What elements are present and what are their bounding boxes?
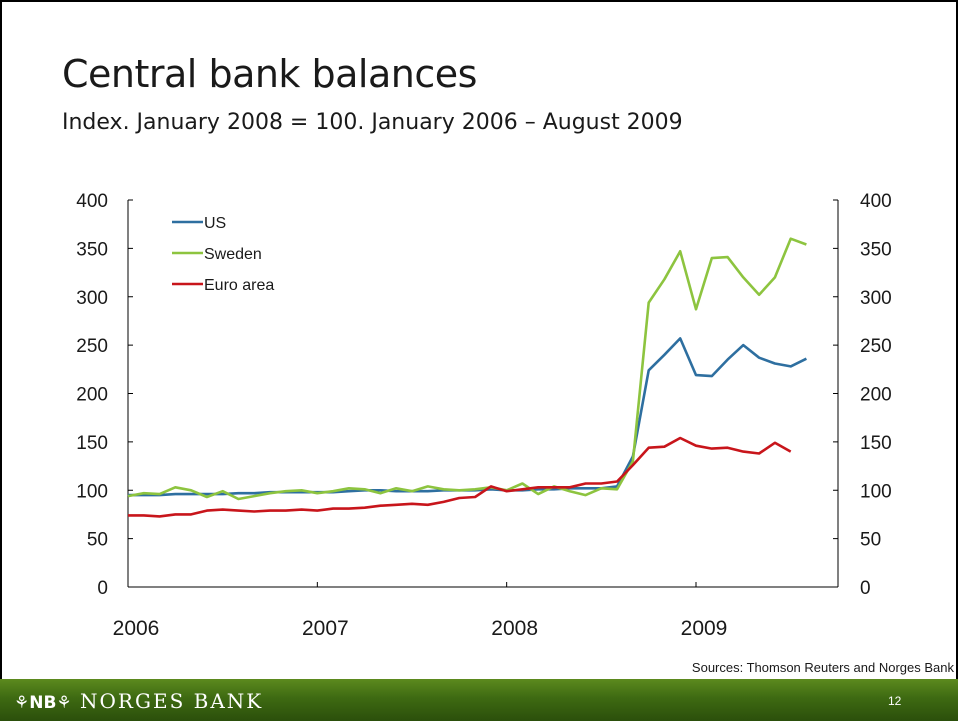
slide-title: Central bank balances bbox=[62, 52, 477, 96]
x-tick-label: 2009 bbox=[681, 617, 728, 640]
chart-legend: US Sweden Euro area bbox=[172, 215, 274, 294]
slide-subtitle: Index. January 2008 = 100. January 2006 … bbox=[62, 110, 683, 135]
legend-label-us: US bbox=[204, 215, 226, 232]
x-tick-label: 2008 bbox=[491, 617, 538, 640]
y-tick-label-left: 200 bbox=[76, 385, 108, 406]
y-tick-label-right: 200 bbox=[860, 385, 892, 406]
legend-label-sweden: Sweden bbox=[204, 246, 262, 263]
line-chart: 0 0 50 50 100 100 150 150 200 200 250 250 300 300 350 3… bbox=[76, 191, 891, 640]
y-tick-label-right: 100 bbox=[860, 481, 892, 502]
y-tick-label-left: 150 bbox=[76, 433, 108, 454]
logo-mark: ⚘NB⚘ bbox=[14, 693, 72, 713]
series-line-us bbox=[128, 337, 807, 497]
x-tick-label: 2007 bbox=[302, 617, 349, 640]
y-tick-label-left: 100 bbox=[76, 481, 108, 502]
y-tick-label-left: 50 bbox=[87, 530, 108, 551]
y-tick-label-right: 300 bbox=[860, 288, 892, 309]
y-tick-label-left: 300 bbox=[76, 288, 108, 309]
legend-label-euro-area: Euro area bbox=[204, 277, 274, 294]
y-tick-label-left: 400 bbox=[76, 191, 108, 212]
logo-text: NORGES BANK bbox=[80, 689, 264, 713]
y-tick-label-right: 400 bbox=[860, 191, 892, 212]
series-line-sweden bbox=[127, 237, 807, 501]
y-tick-label-right: 150 bbox=[860, 433, 892, 454]
y-tick-label-left: 0 bbox=[97, 578, 108, 599]
y-tick-label-right: 250 bbox=[860, 336, 892, 357]
slide-frame bbox=[0, 0, 958, 679]
x-tick-label: 2006 bbox=[113, 617, 160, 640]
page-number: 12 bbox=[888, 694, 902, 708]
footer-bar: ⚘NB⚘ NORGES BANK bbox=[0, 679, 958, 721]
sources-note: Sources: Thomson Reuters and Norges Bank bbox=[691, 660, 954, 675]
chart-series bbox=[127, 237, 807, 518]
y-tick-label-left: 250 bbox=[76, 336, 108, 357]
y-tick-label-right: 0 bbox=[860, 578, 871, 599]
series-line-euro-area bbox=[128, 436, 792, 518]
y-tick-label-right: 350 bbox=[860, 239, 892, 260]
y-tick-label-left: 350 bbox=[76, 239, 108, 260]
chart-ticks: 0 0 50 50 100 100 150 150 200 200 250 250 300 300 350 3… bbox=[76, 191, 891, 640]
y-tick-label-right: 50 bbox=[860, 530, 881, 551]
norges-bank-logo: ⚘NB⚘ NORGES BANK bbox=[14, 689, 263, 713]
